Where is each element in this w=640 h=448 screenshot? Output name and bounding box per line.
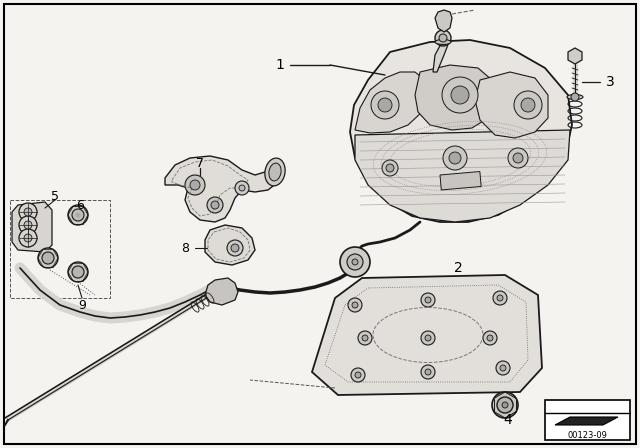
Circle shape (352, 259, 358, 265)
Polygon shape (475, 72, 548, 138)
Circle shape (451, 86, 469, 104)
Circle shape (231, 244, 239, 252)
Text: 2: 2 (454, 261, 462, 275)
Bar (545, 400, 630, 440)
Text: 1: 1 (276, 58, 284, 72)
Polygon shape (415, 65, 495, 130)
Ellipse shape (218, 282, 226, 296)
Polygon shape (435, 10, 452, 32)
Circle shape (76, 213, 80, 217)
Circle shape (72, 266, 84, 278)
Circle shape (497, 295, 503, 301)
Circle shape (443, 146, 467, 170)
Ellipse shape (269, 163, 281, 181)
Circle shape (421, 331, 435, 345)
Text: 8: 8 (181, 241, 189, 254)
Circle shape (439, 34, 447, 42)
Circle shape (483, 331, 497, 345)
Circle shape (502, 402, 508, 408)
Circle shape (386, 164, 394, 172)
Polygon shape (12, 202, 52, 252)
Circle shape (348, 298, 362, 312)
Polygon shape (555, 417, 618, 425)
Circle shape (19, 203, 37, 221)
Circle shape (19, 216, 37, 234)
Circle shape (185, 175, 205, 195)
Circle shape (425, 369, 431, 375)
Circle shape (378, 98, 392, 112)
Circle shape (421, 365, 435, 379)
Circle shape (42, 252, 54, 264)
Text: 5: 5 (51, 190, 59, 202)
Circle shape (24, 221, 32, 229)
Circle shape (235, 181, 249, 195)
Circle shape (508, 148, 528, 168)
Circle shape (425, 335, 431, 341)
Circle shape (487, 335, 493, 341)
Circle shape (497, 397, 513, 413)
Circle shape (190, 180, 200, 190)
Circle shape (571, 93, 579, 101)
Circle shape (347, 254, 363, 270)
Polygon shape (205, 225, 255, 265)
Ellipse shape (265, 158, 285, 186)
Circle shape (371, 91, 399, 119)
Polygon shape (350, 40, 572, 222)
Text: 3: 3 (605, 75, 614, 89)
Circle shape (351, 368, 365, 382)
Circle shape (239, 185, 245, 191)
Circle shape (362, 335, 368, 341)
Ellipse shape (435, 39, 451, 44)
Circle shape (211, 201, 219, 209)
Circle shape (19, 229, 37, 247)
Polygon shape (205, 278, 238, 305)
Polygon shape (568, 48, 582, 64)
Circle shape (358, 331, 372, 345)
Text: 6: 6 (76, 198, 84, 211)
Circle shape (421, 293, 435, 307)
Circle shape (340, 247, 370, 277)
Polygon shape (355, 72, 428, 133)
Polygon shape (165, 156, 278, 222)
Circle shape (355, 372, 361, 378)
Bar (10, 200, 110, 298)
Ellipse shape (567, 95, 583, 99)
Text: 4: 4 (504, 413, 513, 427)
Text: 9: 9 (78, 298, 86, 311)
Circle shape (24, 208, 32, 216)
Polygon shape (355, 130, 570, 222)
Circle shape (521, 98, 535, 112)
Circle shape (352, 302, 358, 308)
Circle shape (435, 30, 451, 46)
Polygon shape (433, 42, 449, 72)
Circle shape (38, 248, 58, 268)
Circle shape (382, 160, 398, 176)
Text: 7: 7 (196, 156, 204, 169)
Text: 00123-09: 00123-09 (567, 431, 607, 439)
Circle shape (425, 297, 431, 303)
Polygon shape (312, 275, 542, 395)
Circle shape (24, 234, 32, 242)
Bar (440, 172, 481, 190)
Circle shape (514, 91, 542, 119)
Circle shape (227, 240, 243, 256)
Circle shape (68, 262, 88, 282)
Circle shape (449, 152, 461, 164)
Ellipse shape (216, 279, 228, 299)
Circle shape (500, 365, 506, 371)
Circle shape (513, 153, 523, 163)
Circle shape (492, 392, 518, 418)
Circle shape (493, 291, 507, 305)
Circle shape (442, 77, 478, 113)
Circle shape (496, 361, 510, 375)
Circle shape (68, 205, 88, 225)
Circle shape (207, 197, 223, 213)
Circle shape (72, 209, 84, 221)
